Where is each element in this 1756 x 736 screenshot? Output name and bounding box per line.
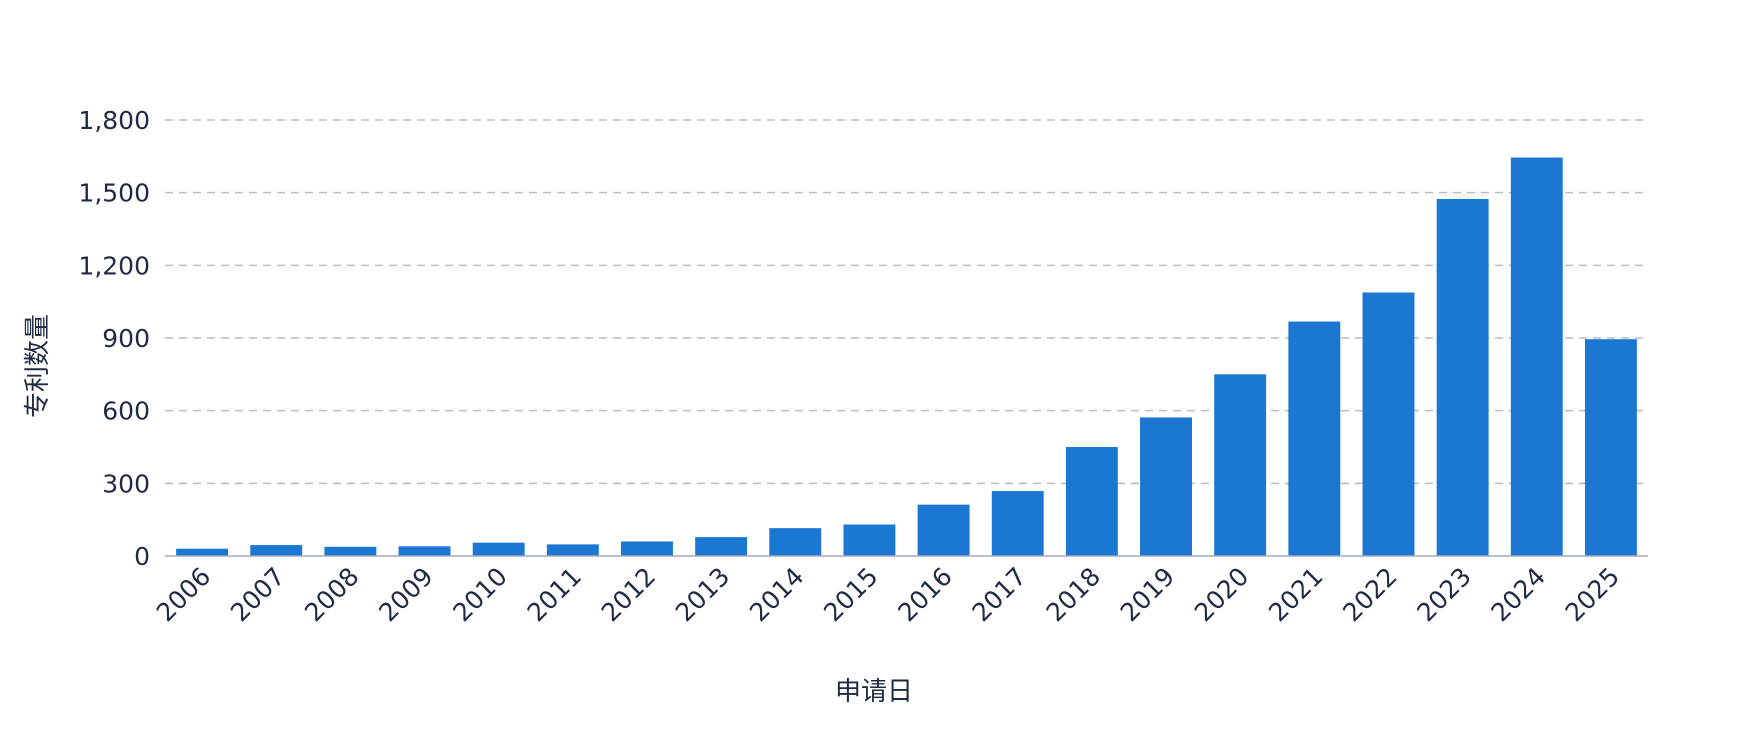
bar-2023	[1436, 198, 1489, 556]
x-tick-label: 2014	[744, 562, 809, 627]
bar-2012	[621, 541, 673, 556]
y-tick-label: 300	[102, 469, 150, 498]
x-tick-label: 2020	[1189, 562, 1254, 627]
x-tick-label: 2022	[1337, 562, 1402, 627]
bar-2022	[1362, 292, 1415, 556]
bar-2018	[1065, 447, 1118, 556]
bar-2024	[1510, 157, 1563, 557]
y-axis-title: 专利数量	[23, 314, 53, 418]
grid-lines	[165, 119, 1648, 485]
x-tick-label: 2012	[596, 562, 661, 627]
bar-2019	[1140, 417, 1192, 556]
x-tick-label: 2021	[1263, 562, 1328, 627]
bar-2008	[324, 546, 377, 556]
x-tick-label: 2017	[966, 562, 1031, 627]
y-tick-label: 1,800	[78, 106, 150, 135]
bar-2020	[1214, 374, 1267, 556]
bar-2017	[991, 491, 1044, 556]
x-tick-label: 2025	[1560, 562, 1625, 627]
bar-2006	[176, 548, 229, 556]
bar-2013	[695, 537, 748, 556]
x-tick-label: 2010	[447, 562, 512, 627]
bar-2009	[398, 546, 451, 556]
x-tick-label: 2007	[225, 562, 290, 627]
x-tick-label: 2018	[1041, 562, 1106, 627]
y-tick-label: 600	[102, 397, 150, 426]
bar-2021	[1288, 321, 1341, 556]
bar-2011	[546, 544, 599, 556]
bar-2025	[1584, 339, 1637, 556]
x-tick-label: 2023	[1411, 562, 1476, 627]
bar-2016	[917, 504, 970, 556]
x-tick-label: 2006	[151, 562, 216, 627]
y-tick-label: 0	[134, 542, 150, 571]
bar-2007	[250, 545, 303, 556]
x-tick-labels: 2006 2007 2008 2009 2010 2011 2012 2013 2014 2015…	[151, 562, 1625, 627]
y-tick-label: 1,500	[78, 179, 150, 208]
x-axis-title: 申请日	[835, 677, 913, 707]
x-tick-label: 2011	[522, 562, 587, 627]
bars	[176, 157, 1637, 557]
y-tick-label: 900	[102, 324, 150, 353]
x-tick-label: 2015	[818, 562, 883, 627]
bar-2015	[843, 524, 896, 556]
x-tick-label: 2008	[299, 562, 364, 627]
bar-2014	[769, 528, 822, 556]
y-tick-labels: 0 300 600 900 1,200 1,500 1,800	[78, 106, 150, 571]
x-tick-label: 2024	[1486, 562, 1551, 627]
x-tick-label: 2009	[373, 562, 438, 627]
bar-2010	[472, 542, 525, 556]
x-tick-label: 2013	[670, 562, 735, 627]
x-tick-label: 2019	[1115, 562, 1180, 627]
y-tick-label: 1,200	[78, 251, 150, 280]
x-tick-label: 2016	[892, 562, 957, 627]
